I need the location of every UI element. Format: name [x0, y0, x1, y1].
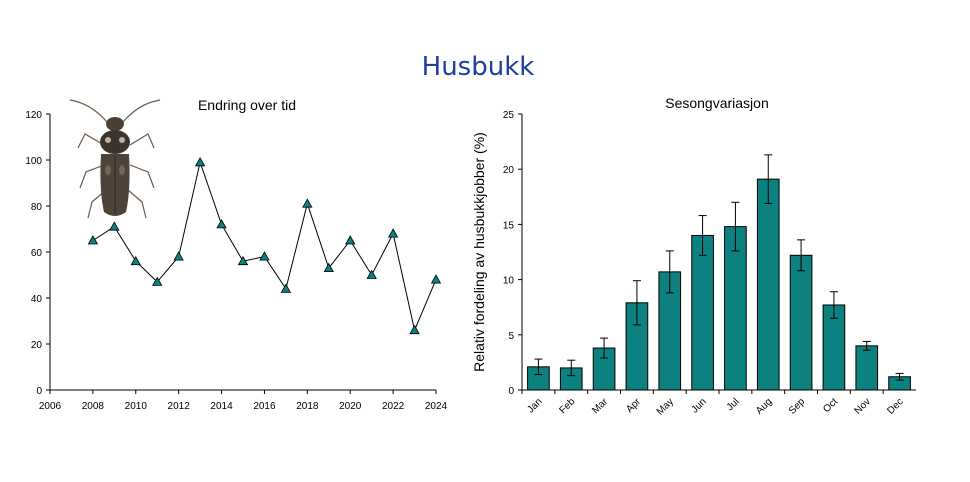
- data-point: [366, 269, 377, 279]
- x-tick-label: 2006: [39, 401, 62, 412]
- bar: [789, 254, 813, 391]
- x-tick-label: May: [655, 396, 676, 417]
- data-point: [216, 219, 227, 229]
- y-tick-label: 80: [31, 202, 43, 213]
- x-tick-label: Nov: [853, 396, 873, 416]
- error-bar: [731, 201, 740, 252]
- x-tick-label: 2016: [253, 401, 276, 412]
- y-tick-label: 25: [503, 110, 515, 121]
- error-bar: [797, 239, 806, 272]
- series-line: [92, 160, 437, 332]
- x-tick-label: 2018: [296, 401, 319, 412]
- data-point: [259, 251, 270, 261]
- data-point: [302, 198, 313, 208]
- x-tick-label: Apr: [624, 396, 643, 415]
- y-tick-label: 0: [508, 386, 514, 397]
- error-bar: [698, 215, 707, 256]
- x-tick-label: Aug: [754, 396, 774, 416]
- error-bar: [764, 154, 773, 204]
- y-tick-label: 0: [36, 386, 42, 397]
- y-tick-label: 10: [503, 276, 515, 287]
- data-point: [194, 156, 206, 167]
- data-point: [130, 255, 141, 266]
- y-tick-label: 20: [503, 165, 515, 176]
- data-point: [409, 324, 420, 335]
- x-tick-label: Oct: [821, 396, 840, 415]
- error-bar: [534, 358, 543, 376]
- y-axis-label: Relativ fordeling av husbukkjobber (%): [471, 132, 487, 372]
- error-bar: [567, 359, 576, 377]
- x-tick-label: 2024: [425, 401, 448, 412]
- y-tick-label: 20: [31, 340, 43, 351]
- chart-title: Endring over tid: [198, 97, 296, 113]
- data-point: [280, 283, 292, 293]
- data-point: [237, 255, 249, 266]
- data-point: [345, 235, 356, 245]
- data-point: [173, 251, 184, 261]
- page-title: Husbukk: [421, 52, 535, 82]
- y-tick-label: 15: [503, 220, 515, 231]
- bar: [756, 178, 780, 391]
- error-bar: [632, 280, 641, 326]
- x-tick-label: 2020: [339, 401, 362, 412]
- data-point: [430, 274, 442, 284]
- y-tick-label: 100: [25, 156, 42, 167]
- error-bar: [895, 372, 904, 381]
- x-tick-label: Mar: [590, 396, 610, 416]
- data-point: [109, 221, 120, 231]
- chart-title: Sesongvariasjon: [665, 95, 769, 111]
- x-tick-label: 2012: [168, 401, 191, 412]
- bar: [855, 345, 879, 391]
- bar: [691, 234, 714, 391]
- y-tick-label: 40: [31, 294, 43, 305]
- trend-chart: Endring over tid 0 20 40 60 80 100 120 2006 2008…: [25, 97, 448, 412]
- error-bar: [862, 340, 871, 351]
- x-tick-label: Jan: [525, 396, 544, 415]
- x-tick-label: Dec: [885, 396, 905, 416]
- error-bar: [829, 291, 838, 319]
- error-bar: [665, 250, 674, 294]
- x-tick-label: 2014: [210, 401, 233, 412]
- data-point: [323, 262, 334, 273]
- y-tick-label: 120: [25, 110, 42, 121]
- x-tick-label: 2010: [125, 401, 148, 412]
- data-point: [152, 276, 163, 286]
- error-bar: [600, 337, 609, 359]
- data-point: [87, 235, 99, 245]
- beetle-image: [69, 99, 161, 219]
- y-tick-label: 5: [508, 331, 514, 342]
- y-tick-label: 60: [31, 248, 43, 259]
- x-tick-label: Feb: [557, 396, 577, 416]
- x-tick-label: 2008: [82, 401, 105, 412]
- season-chart: Sesongvariasjon Relativ fordeling av hus…: [471, 95, 916, 417]
- data-point: [387, 228, 399, 238]
- x-tick-label: Jun: [690, 396, 709, 415]
- x-tick-label: Jul: [725, 396, 742, 413]
- x-tick-label: 2022: [382, 401, 405, 412]
- x-tick-label: Sep: [787, 396, 808, 417]
